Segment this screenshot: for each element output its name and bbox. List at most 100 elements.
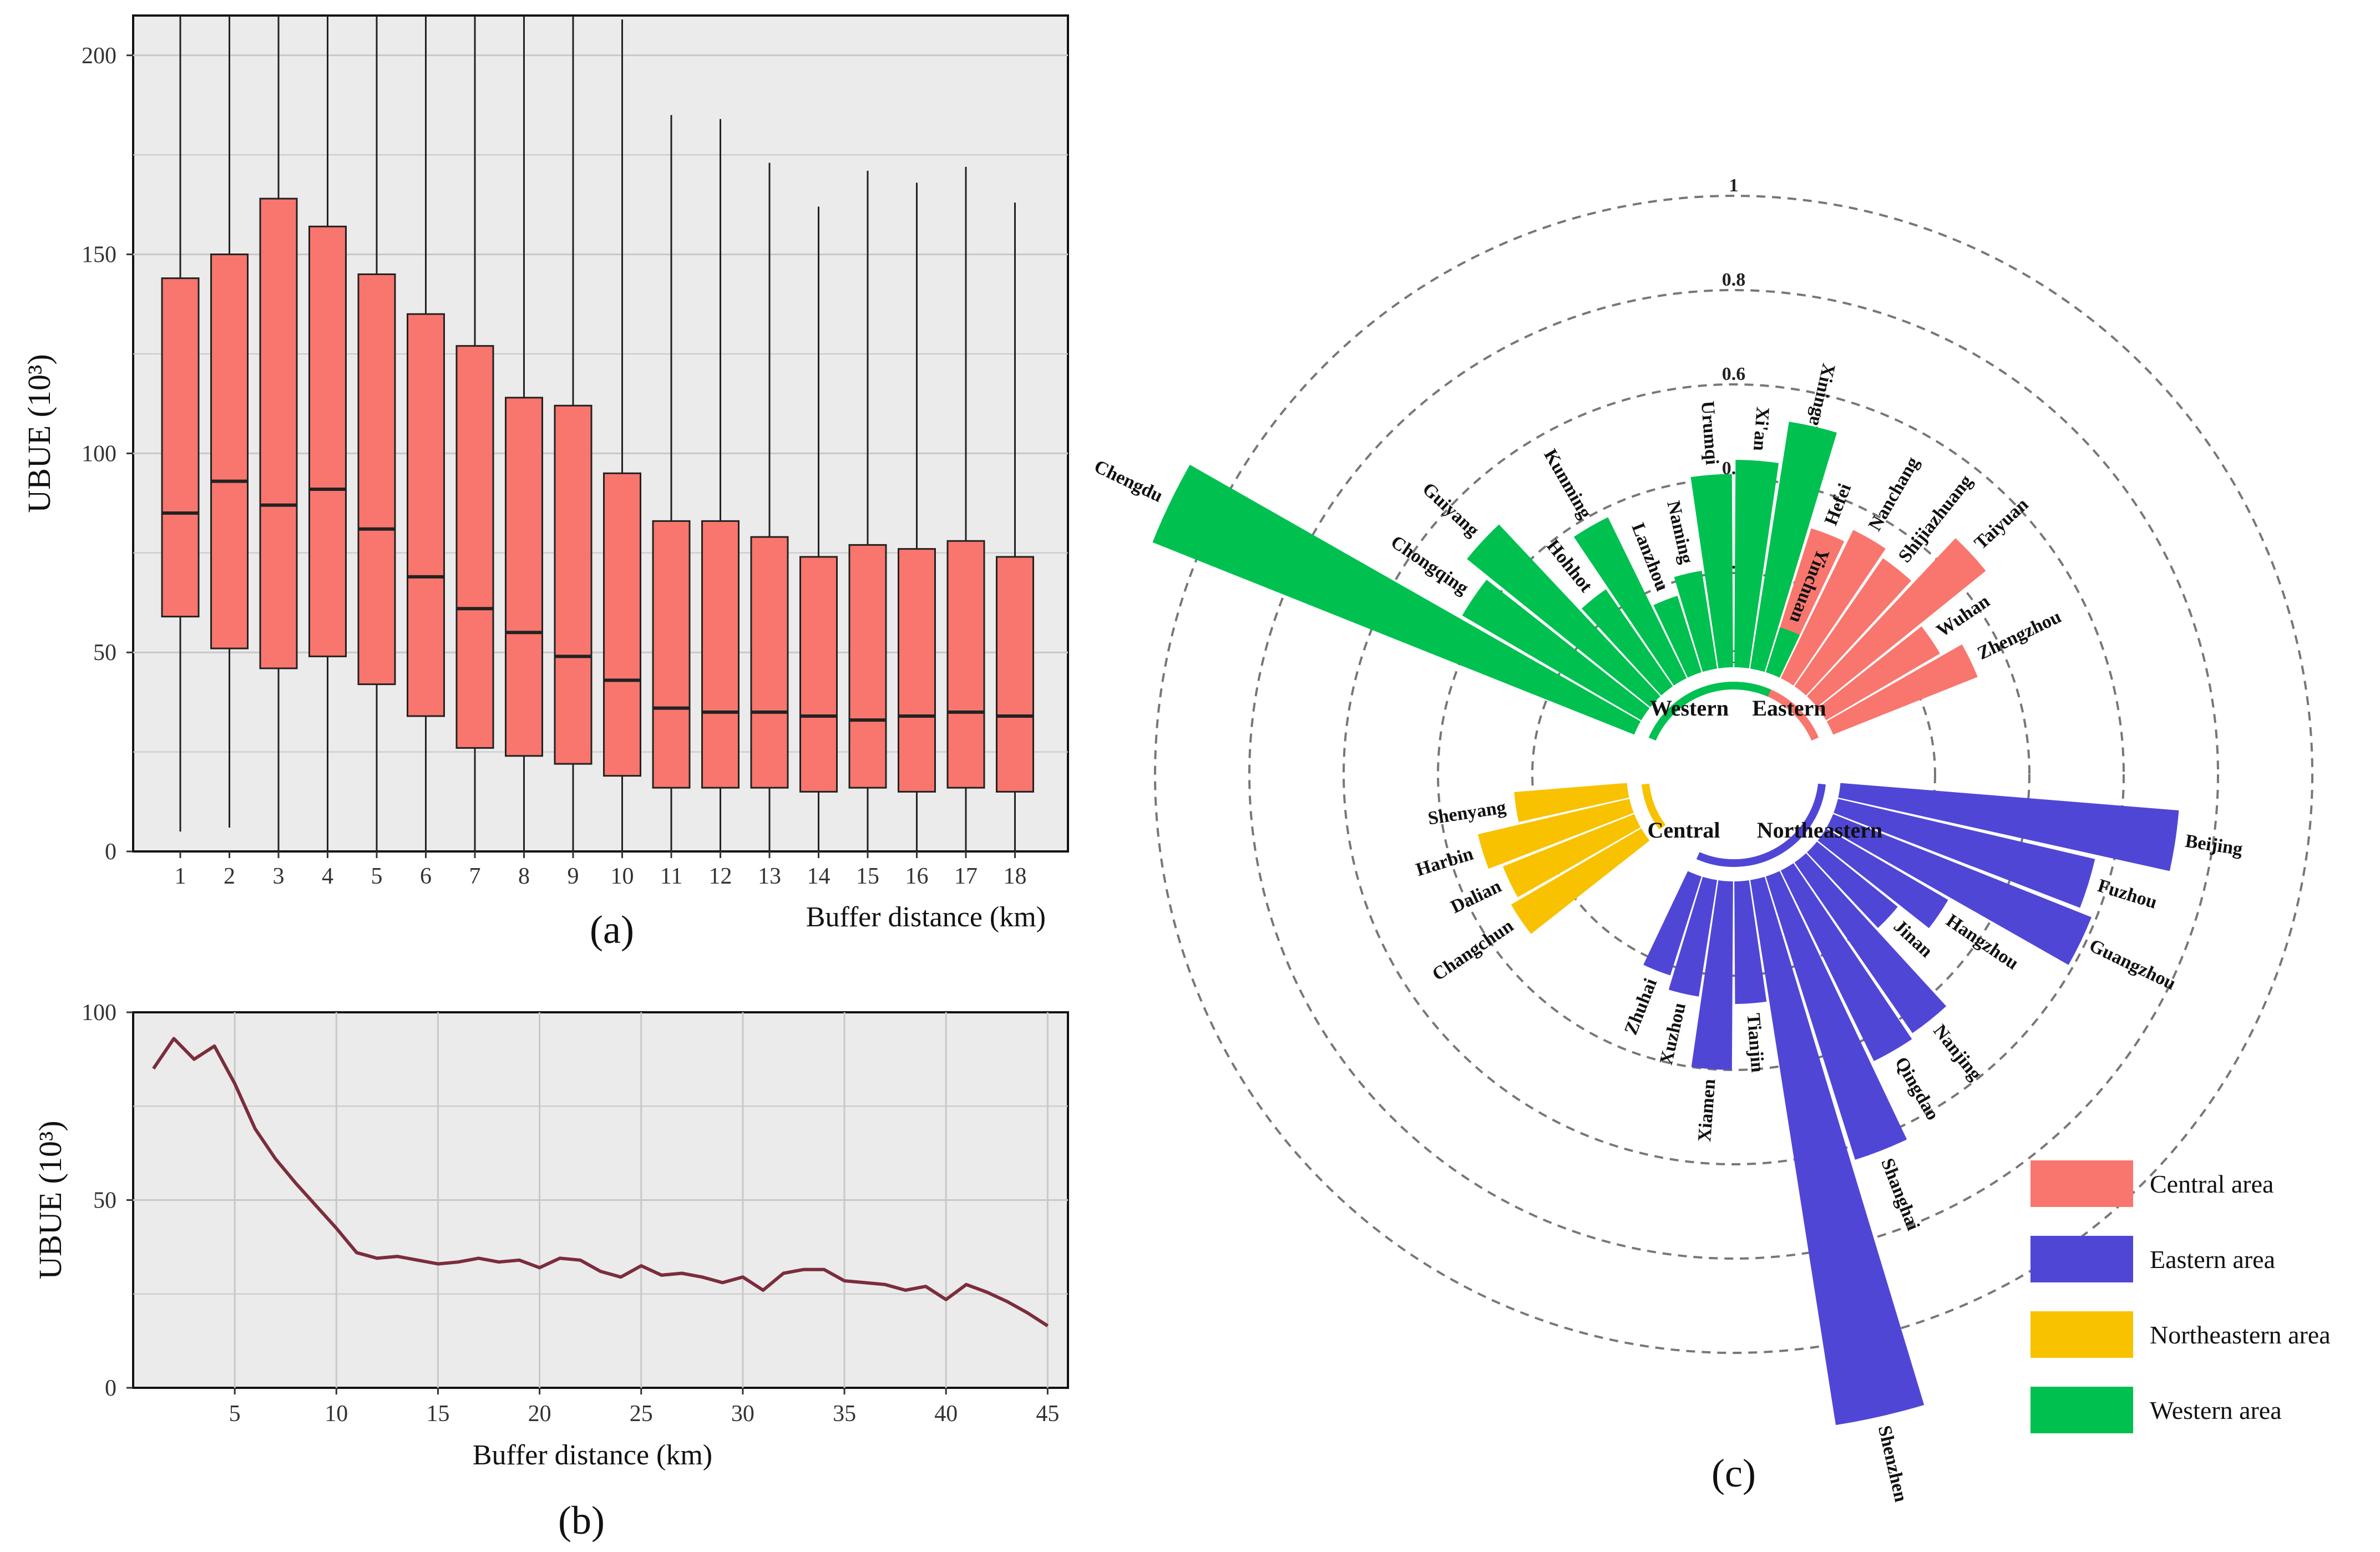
bar-zhuhai (1643, 871, 1702, 976)
bar-taiyuan (1807, 538, 1986, 707)
bar-yinchuan (1765, 627, 1800, 678)
y-tick-label: 0 (105, 1376, 117, 1401)
bar-dalian (1502, 814, 1641, 897)
city-label: Xuzhou (1656, 1001, 1690, 1067)
bar-xuzhou (1668, 876, 1718, 997)
x-tick-label: 10 (325, 1401, 348, 1427)
bar-xian (1734, 460, 1779, 668)
legend-swatch (2030, 1311, 2133, 1358)
bar-qingdao (1780, 863, 1912, 1062)
x-axis-title: Buffer distance (km) (473, 1439, 712, 1471)
y-tick-label: 200 (82, 43, 117, 69)
x-tick-label: 16 (905, 864, 929, 889)
city-label: Beijing (2184, 831, 2244, 860)
box-12 (701, 520, 740, 789)
bar-zhengzhou (1826, 644, 1978, 735)
legend-label: Western area (2150, 1396, 2282, 1424)
panel-c-radial-bar-chart: 00.20.40.60.81ChangshaHefeiNanchangShiji… (1091, 175, 2330, 1504)
city-label: Xiamen (1694, 1078, 1719, 1143)
region-label: Central (1647, 818, 1720, 843)
x-tick-label: 5 (371, 864, 383, 889)
legend-label: Northeastern area (2150, 1321, 2331, 1349)
box-15 (848, 544, 887, 789)
bar-chongqing (1462, 580, 1650, 721)
panel-label-c: (c) (1711, 1451, 1756, 1495)
box-2 (210, 253, 249, 650)
x-tick-label: 1 (175, 864, 186, 889)
bar-fuzhou (1834, 799, 2095, 908)
city-label: Zhengzhou (1974, 606, 2064, 664)
city-label: Guiyang (1419, 479, 1483, 541)
bar-urumqi (1690, 474, 1733, 668)
x-tick-label: 35 (833, 1401, 856, 1427)
x-tick-label: 40 (934, 1401, 958, 1427)
box-4 (308, 225, 347, 657)
r-tick-label: 0.8 (1722, 270, 1746, 290)
bar-shanghai (1765, 871, 1907, 1160)
reference-circle (1531, 572, 1936, 977)
x-tick-label: 9 (568, 864, 579, 889)
bar-kunming (1573, 517, 1687, 686)
box-13 (750, 536, 789, 789)
bar-lanzhou (1653, 596, 1702, 678)
box-10 (603, 472, 641, 777)
reference-circle (1437, 478, 2030, 1071)
box-17 (946, 540, 985, 789)
reference-circle (1154, 195, 2313, 1354)
city-label: Fuzhou (2095, 875, 2160, 913)
x-tick-label: 12 (709, 864, 732, 889)
city-label: Xining (1807, 362, 1839, 419)
city-label: Qingdao (1891, 1053, 1943, 1124)
bar-hangzhou (1817, 828, 1948, 929)
city-label: Tianjin (1743, 1012, 1768, 1073)
reference-circle (1343, 383, 2125, 1165)
bar-naming (1674, 570, 1718, 672)
x-tick-label: 17 (954, 864, 978, 889)
bar-harbin (1478, 799, 1634, 869)
x-tick-label: 8 (518, 864, 530, 889)
x-tick-label: 15 (426, 1401, 449, 1427)
region-label: Northeastern (1757, 818, 1883, 843)
x-tick-label: 2 (224, 864, 235, 889)
city-label: Chengdu (1091, 456, 1166, 506)
bar-guangzhou (1826, 814, 2092, 965)
box-7 (455, 345, 494, 749)
city-label: Xi'an (1749, 406, 1773, 452)
legend-swatch (2030, 1236, 2133, 1282)
r-tick-label: 1 (1729, 175, 1739, 196)
panel-label-b: (b) (558, 1498, 605, 1543)
x-tick-label: 25 (630, 1401, 653, 1427)
bar-shenyang (1514, 783, 1629, 823)
box-14 (799, 556, 838, 793)
city-label: Harbin (1414, 844, 1476, 881)
x-tick-label: 20 (528, 1401, 551, 1427)
bar-hohhot (1581, 589, 1673, 696)
y-axis-title: UBUE (10³) (32, 1120, 68, 1279)
legend-label: Eastern area (2150, 1245, 2275, 1274)
bar-shijiazhuang (1794, 558, 1911, 696)
city-label: Nanjing (1929, 1021, 1986, 1084)
city-label: Naming (1663, 499, 1697, 566)
y-tick-label: 100 (82, 441, 117, 466)
x-tick-label: 13 (758, 864, 781, 889)
r-tick-label: 0.6 (1722, 364, 1746, 384)
box-9 (554, 404, 593, 765)
bar-beijing (1838, 783, 2179, 871)
bar-chengdu (1152, 464, 1641, 735)
city-label: Kunming (1540, 445, 1596, 522)
city-label: Shenzhen (1874, 1424, 1911, 1504)
y-tick-label: 50 (93, 640, 117, 666)
legend-swatch (2030, 1387, 2133, 1433)
region-label: Eastern (1752, 696, 1826, 721)
city-label: Urumqi (1697, 400, 1723, 466)
city-label: Taiyuan (1971, 494, 2033, 554)
bar-shenzhen (1750, 876, 1925, 1426)
box-3 (259, 197, 298, 670)
group-arc (1696, 783, 1826, 867)
x-tick-label: 18 (1004, 864, 1027, 889)
box-5 (357, 273, 396, 686)
panel-label-a: (a) (590, 907, 634, 952)
city-label: Guangzhou (2086, 935, 2179, 994)
x-tick-label: 14 (807, 864, 831, 889)
